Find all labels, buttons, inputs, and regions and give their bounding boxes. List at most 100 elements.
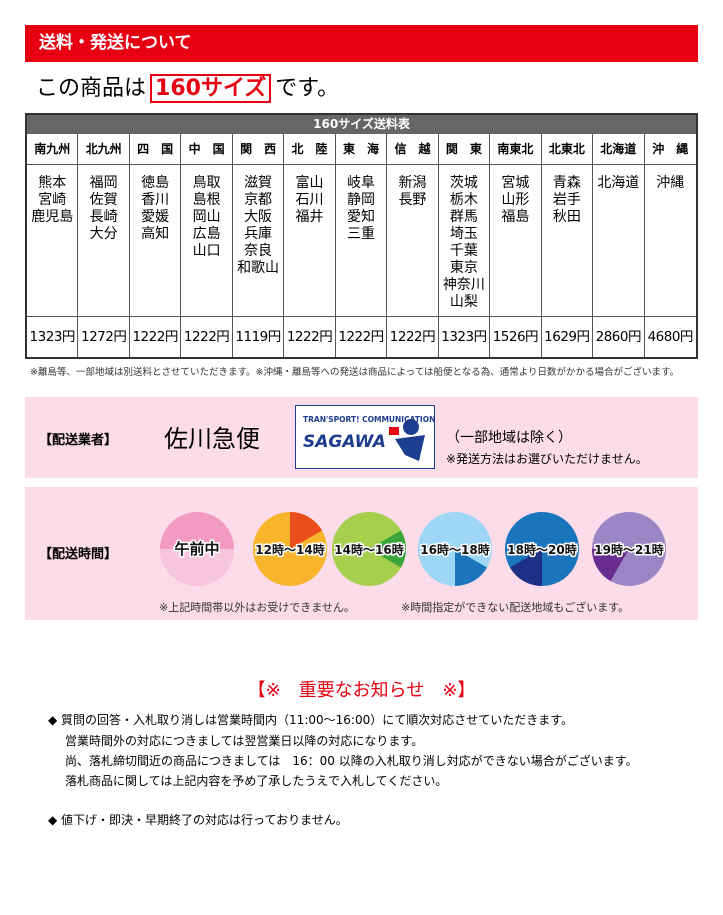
carrier-label: 【配送業者】 <box>39 433 118 448</box>
logo-name: SAGAWA <box>303 432 386 452</box>
prefecture-cell: 沖縄 <box>644 165 696 317</box>
price-cell: 1323円 <box>27 317 79 357</box>
prefecture: 沖縄 <box>656 175 685 191</box>
prefecture: 栃木 <box>449 192 478 208</box>
time-slot-label: 午前中 <box>174 540 219 558</box>
logo-box <box>389 427 399 435</box>
size-prefix: この商品は <box>36 76 147 101</box>
carrier-logo: TRAN'SPORT! COMMUNICATION SAGAWA <box>295 405 435 469</box>
prefecture: 福岡 <box>89 175 118 191</box>
prefecture: 千葉 <box>449 243 478 259</box>
region-cell: 南九州 <box>27 134 79 165</box>
price-cell: 1222円 <box>336 317 388 357</box>
prefecture: 神奈川 <box>442 277 485 293</box>
time-slot-label: 18時～20時 <box>507 542 576 557</box>
time-wedge <box>509 549 542 586</box>
time-label: 【配送時間】 <box>39 547 118 562</box>
prefecture: 京都 <box>244 192 273 208</box>
prefecture: 長崎 <box>89 209 118 225</box>
time-slot-label: 19時～21時 <box>594 542 663 557</box>
prefecture: 富山 <box>295 175 324 191</box>
prefecture: 佐賀 <box>89 192 118 208</box>
logo-figure <box>403 419 419 435</box>
price-cell: 1222円 <box>181 317 233 357</box>
shipping-table: 160サイズ送料表 南九州 熊本 宮崎 鹿児島 1323円 北九州 福岡 佐賀 長崎 大分 1272円… <box>25 113 698 359</box>
logo-top: TRAN'SPORT! COMMUNICATION <box>303 415 435 424</box>
time-wedge <box>160 549 234 586</box>
prefecture-cell: 滋賀 京都 大阪 兵庫 奈良 和歌山 <box>232 165 285 317</box>
price-cell: 1222円 <box>387 317 439 357</box>
prefecture: 兵庫 <box>244 226 273 242</box>
size-badge: 160サイズ <box>150 74 272 103</box>
prefecture: 宮城 <box>501 175 530 191</box>
prefecture-cell: 福岡 佐賀 長崎 大分 <box>78 165 130 317</box>
prefecture: 福井 <box>295 209 324 225</box>
prefecture: 高知 <box>141 226 170 242</box>
region-cell: 北海道 <box>593 134 645 165</box>
prefecture-cell: 熊本 宮崎 鹿児島 <box>27 165 79 317</box>
price-cell: 1629円 <box>542 317 594 357</box>
time-wedge <box>290 512 323 549</box>
prefecture: 愛媛 <box>141 209 170 225</box>
prefecture-cell: 北海道 <box>593 165 645 317</box>
size-suffix: です。 <box>275 76 340 101</box>
region-cell: 沖 縄 <box>644 134 696 165</box>
time-wedge <box>592 549 629 582</box>
region-cell: 関 西 <box>232 134 285 165</box>
prefecture: 島根 <box>192 192 221 208</box>
notice-line: 尚、落札締切間近の商品につきましては 16：00 以降の入札取り消し対応ができな… <box>65 754 638 768</box>
prefecture: 石川 <box>295 192 324 208</box>
prefecture: 香川 <box>141 192 170 208</box>
prefecture: 山形 <box>501 192 530 208</box>
region-cell: 信 越 <box>387 134 439 165</box>
header-title: 送料・発送について <box>25 25 698 62</box>
time-slot-label: 16時～18時 <box>420 542 489 557</box>
prefecture: 北海道 <box>597 175 640 191</box>
prefecture: 宮崎 <box>38 192 67 208</box>
prefecture: 青森 <box>552 175 581 191</box>
price-cell: 1526円 <box>490 317 542 357</box>
region-cell: 中 国 <box>181 134 233 165</box>
prefecture: 山口 <box>192 243 221 259</box>
prefecture: 福島 <box>501 209 530 225</box>
table-note: ※離島等、一部地域は別送料とさせていただきます。※沖縄・離島等への発送は商品によ… <box>30 367 680 378</box>
prefecture: 新潟 <box>398 175 427 191</box>
carrier-note: ※発送方法はお選びいただけません。 <box>446 452 648 466</box>
prefecture: 鳥取 <box>192 175 221 191</box>
price-cell: 4680円 <box>647 329 694 345</box>
carrier-name: 佐川急便 <box>164 425 260 453</box>
prefecture: 三重 <box>346 226 375 242</box>
notice-line: ◆ 値下げ・即決・早期終了の対応は行っておりません。 <box>48 813 348 827</box>
prefecture: 群馬 <box>449 209 478 225</box>
prefecture: 奈良 <box>244 243 273 259</box>
price-cell: 1222円 <box>130 317 182 357</box>
notice-title: 【※ 重要なお知らせ ※】 <box>247 680 476 701</box>
region-cell: 北九州 <box>78 134 130 165</box>
prefecture: 長野 <box>398 192 427 208</box>
prefecture: 岡山 <box>192 209 221 225</box>
time-note: ※時間指定ができない配送地域もございます。 <box>401 601 630 614</box>
price-cell: 1272円 <box>78 317 130 357</box>
time-icons: 午前中 12時～14時 14時～16時 16時～18時 18時～20時 19時～21時 <box>160 512 666 586</box>
prefecture: 岩手 <box>552 192 581 208</box>
carrier-note: （一部地域は除く） <box>446 430 572 446</box>
notice-line: 落札商品に関しては上記内容を予め了承したうえで入札してください。 <box>65 774 448 788</box>
time-slot-label: 12時～14時 <box>255 542 324 557</box>
prefecture: 広島 <box>192 226 221 242</box>
price-cell: 1222円 <box>284 317 336 357</box>
prefecture: 埼玉 <box>449 226 478 242</box>
region-cell: 関 東 <box>438 134 491 165</box>
prefecture: 秋田 <box>552 209 581 225</box>
prefecture: 岐阜 <box>346 175 375 191</box>
prefecture-cell: 青森 岩手 秋田 <box>541 165 594 317</box>
prefecture-cell: 岐阜 静岡 愛知 三重 <box>335 165 388 317</box>
prefecture-cell: 徳島 香川 愛媛 高知 <box>129 165 182 317</box>
time-wedge <box>369 530 406 568</box>
prefecture-cell: 宮城 山形 福島 <box>490 165 542 317</box>
time-wedge <box>455 549 488 586</box>
carrier-panel: 【配送業者】 佐川急便 TRAN'SPORT! COMMUNICATION SA… <box>25 397 698 478</box>
prefecture-cell: 茨城 栃木 群馬 埼玉 千葉 東京 神奈川 山梨 <box>438 165 491 317</box>
prefecture-cell: 鳥取 島根 岡山 広島 山口 <box>181 165 233 317</box>
prefecture: 山梨 <box>449 294 478 310</box>
